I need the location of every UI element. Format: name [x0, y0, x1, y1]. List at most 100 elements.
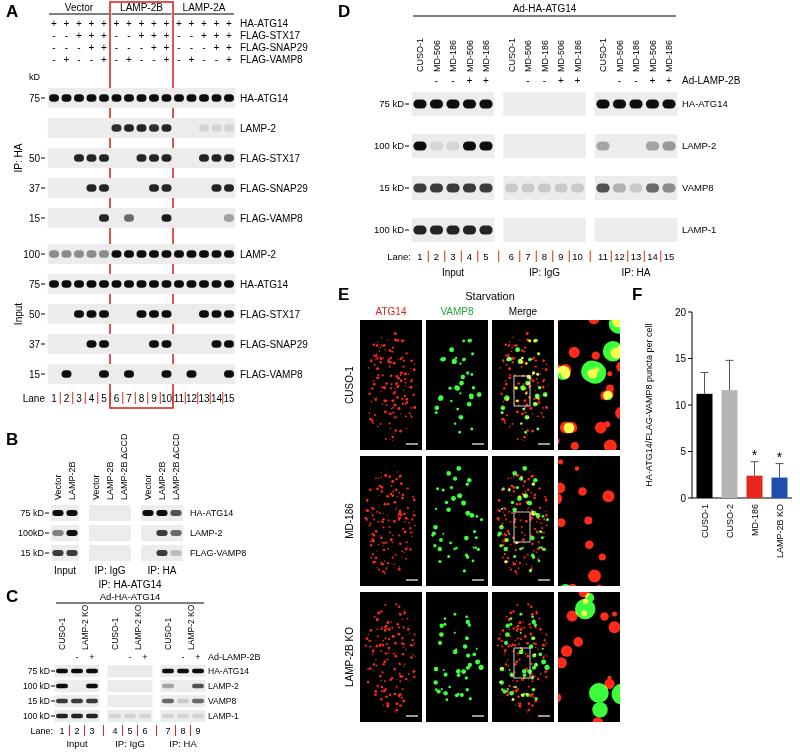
atg14-punctum — [371, 511, 372, 512]
vamp8-punctum — [512, 508, 517, 513]
band — [49, 124, 59, 132]
band — [538, 99, 551, 108]
band — [74, 280, 84, 288]
blot-membrane — [55, 695, 100, 707]
column-label: MD-506 — [648, 40, 658, 72]
atg14-punctum — [498, 499, 501, 502]
atg14-punctum — [374, 616, 376, 618]
column-label: MD-186 — [664, 40, 674, 72]
vamp8-punctum — [455, 386, 460, 391]
band — [139, 699, 151, 704]
group-bracket — [49, 14, 109, 15]
atg14-punctum — [575, 466, 579, 470]
vamp8-punctum — [454, 632, 456, 634]
panel-letter: D — [338, 2, 350, 21]
atg14-punctum — [534, 494, 536, 496]
atg14-punctum — [659, 413, 664, 418]
vamp8-punctum — [452, 359, 457, 364]
atg14-punctum — [399, 704, 402, 707]
blot-label: HA-ATG14 — [190, 508, 233, 518]
band — [99, 184, 109, 192]
lane-separator — [97, 392, 98, 404]
atg14-punctum — [536, 551, 538, 553]
kd-tick — [41, 218, 45, 219]
atg14-punctum — [379, 506, 380, 507]
atg14-punctum — [398, 606, 401, 609]
atg14-punctum — [413, 406, 416, 409]
atg14-punctum — [655, 492, 662, 499]
atg14-punctum — [394, 554, 395, 555]
vamp8-punctum — [465, 676, 468, 679]
vamp8-punctum — [609, 314, 628, 333]
vamp8-punctum — [442, 488, 445, 491]
atg14-punctum — [390, 428, 391, 429]
band — [613, 141, 626, 150]
blot-membrane — [412, 218, 495, 242]
band — [156, 530, 167, 536]
atg14-punctum — [376, 618, 379, 621]
vamp8-punctum — [453, 650, 458, 655]
vamp8-punctum — [465, 554, 468, 557]
atg14-punctum — [497, 354, 509, 366]
atg14-punctum — [588, 313, 599, 324]
atg14-punctum — [391, 677, 393, 679]
atg14-punctum — [524, 412, 526, 414]
band — [142, 550, 153, 556]
atg14-punctum — [382, 640, 384, 642]
atg14-punctum — [544, 237, 555, 248]
band — [212, 310, 222, 318]
atg14-punctum — [523, 563, 524, 564]
atg14-punctum — [391, 400, 394, 403]
treatment-sign: + — [666, 75, 672, 86]
vamp8-punctum — [658, 364, 673, 379]
band — [52, 510, 63, 516]
atg14-punctum — [507, 256, 513, 262]
atg14-punctum — [380, 610, 382, 612]
atg14-punctum — [409, 412, 411, 414]
atg14-punctum — [504, 421, 506, 423]
band — [49, 154, 59, 162]
atg14-punctum — [372, 422, 374, 424]
atg14-punctum — [582, 298, 593, 309]
column-label: CUSO-1 — [110, 618, 120, 650]
atg14-punctum — [543, 256, 553, 266]
atg14-punctum — [573, 382, 585, 394]
blot-membrane — [48, 334, 236, 354]
kd-marker: 100 kD — [23, 681, 50, 691]
atg14-punctum — [645, 249, 654, 258]
atg14-punctum — [700, 359, 704, 363]
atg14-punctum — [370, 540, 372, 542]
band — [62, 184, 72, 192]
blot-label: FLAG-SNAP29 — [240, 339, 308, 350]
atg14-punctum — [685, 387, 694, 396]
kd-tick — [45, 553, 49, 554]
vamp8-punctum — [435, 406, 439, 410]
atg14-punctum — [374, 364, 376, 366]
band — [112, 250, 122, 258]
atg14-punctum — [507, 557, 510, 560]
atg14-punctum — [395, 416, 397, 418]
band — [62, 250, 72, 258]
atg14-punctum — [688, 451, 694, 457]
atg14-punctum — [677, 248, 688, 259]
band — [149, 184, 159, 192]
atg14-punctum — [402, 403, 404, 405]
atg14-punctum — [396, 396, 399, 399]
atg14-punctum — [618, 161, 629, 172]
band — [521, 183, 534, 192]
atg14-punctum — [527, 434, 528, 435]
kd-marker: 100 — [23, 249, 40, 260]
band — [505, 225, 518, 234]
atg14-punctum — [372, 540, 375, 543]
atg14-punctum — [381, 520, 384, 523]
atg14-punctum — [393, 416, 395, 418]
atg14-punctum — [492, 281, 499, 288]
column-label: MD-506 — [615, 40, 625, 72]
atg14-punctum — [519, 503, 521, 505]
column-label: LAMP-2B ΔCCD — [171, 433, 181, 500]
lane-separator — [135, 392, 136, 404]
atg14-punctum — [605, 130, 618, 143]
band — [212, 124, 222, 132]
vamp8-punctum — [465, 636, 469, 640]
band — [199, 250, 209, 258]
